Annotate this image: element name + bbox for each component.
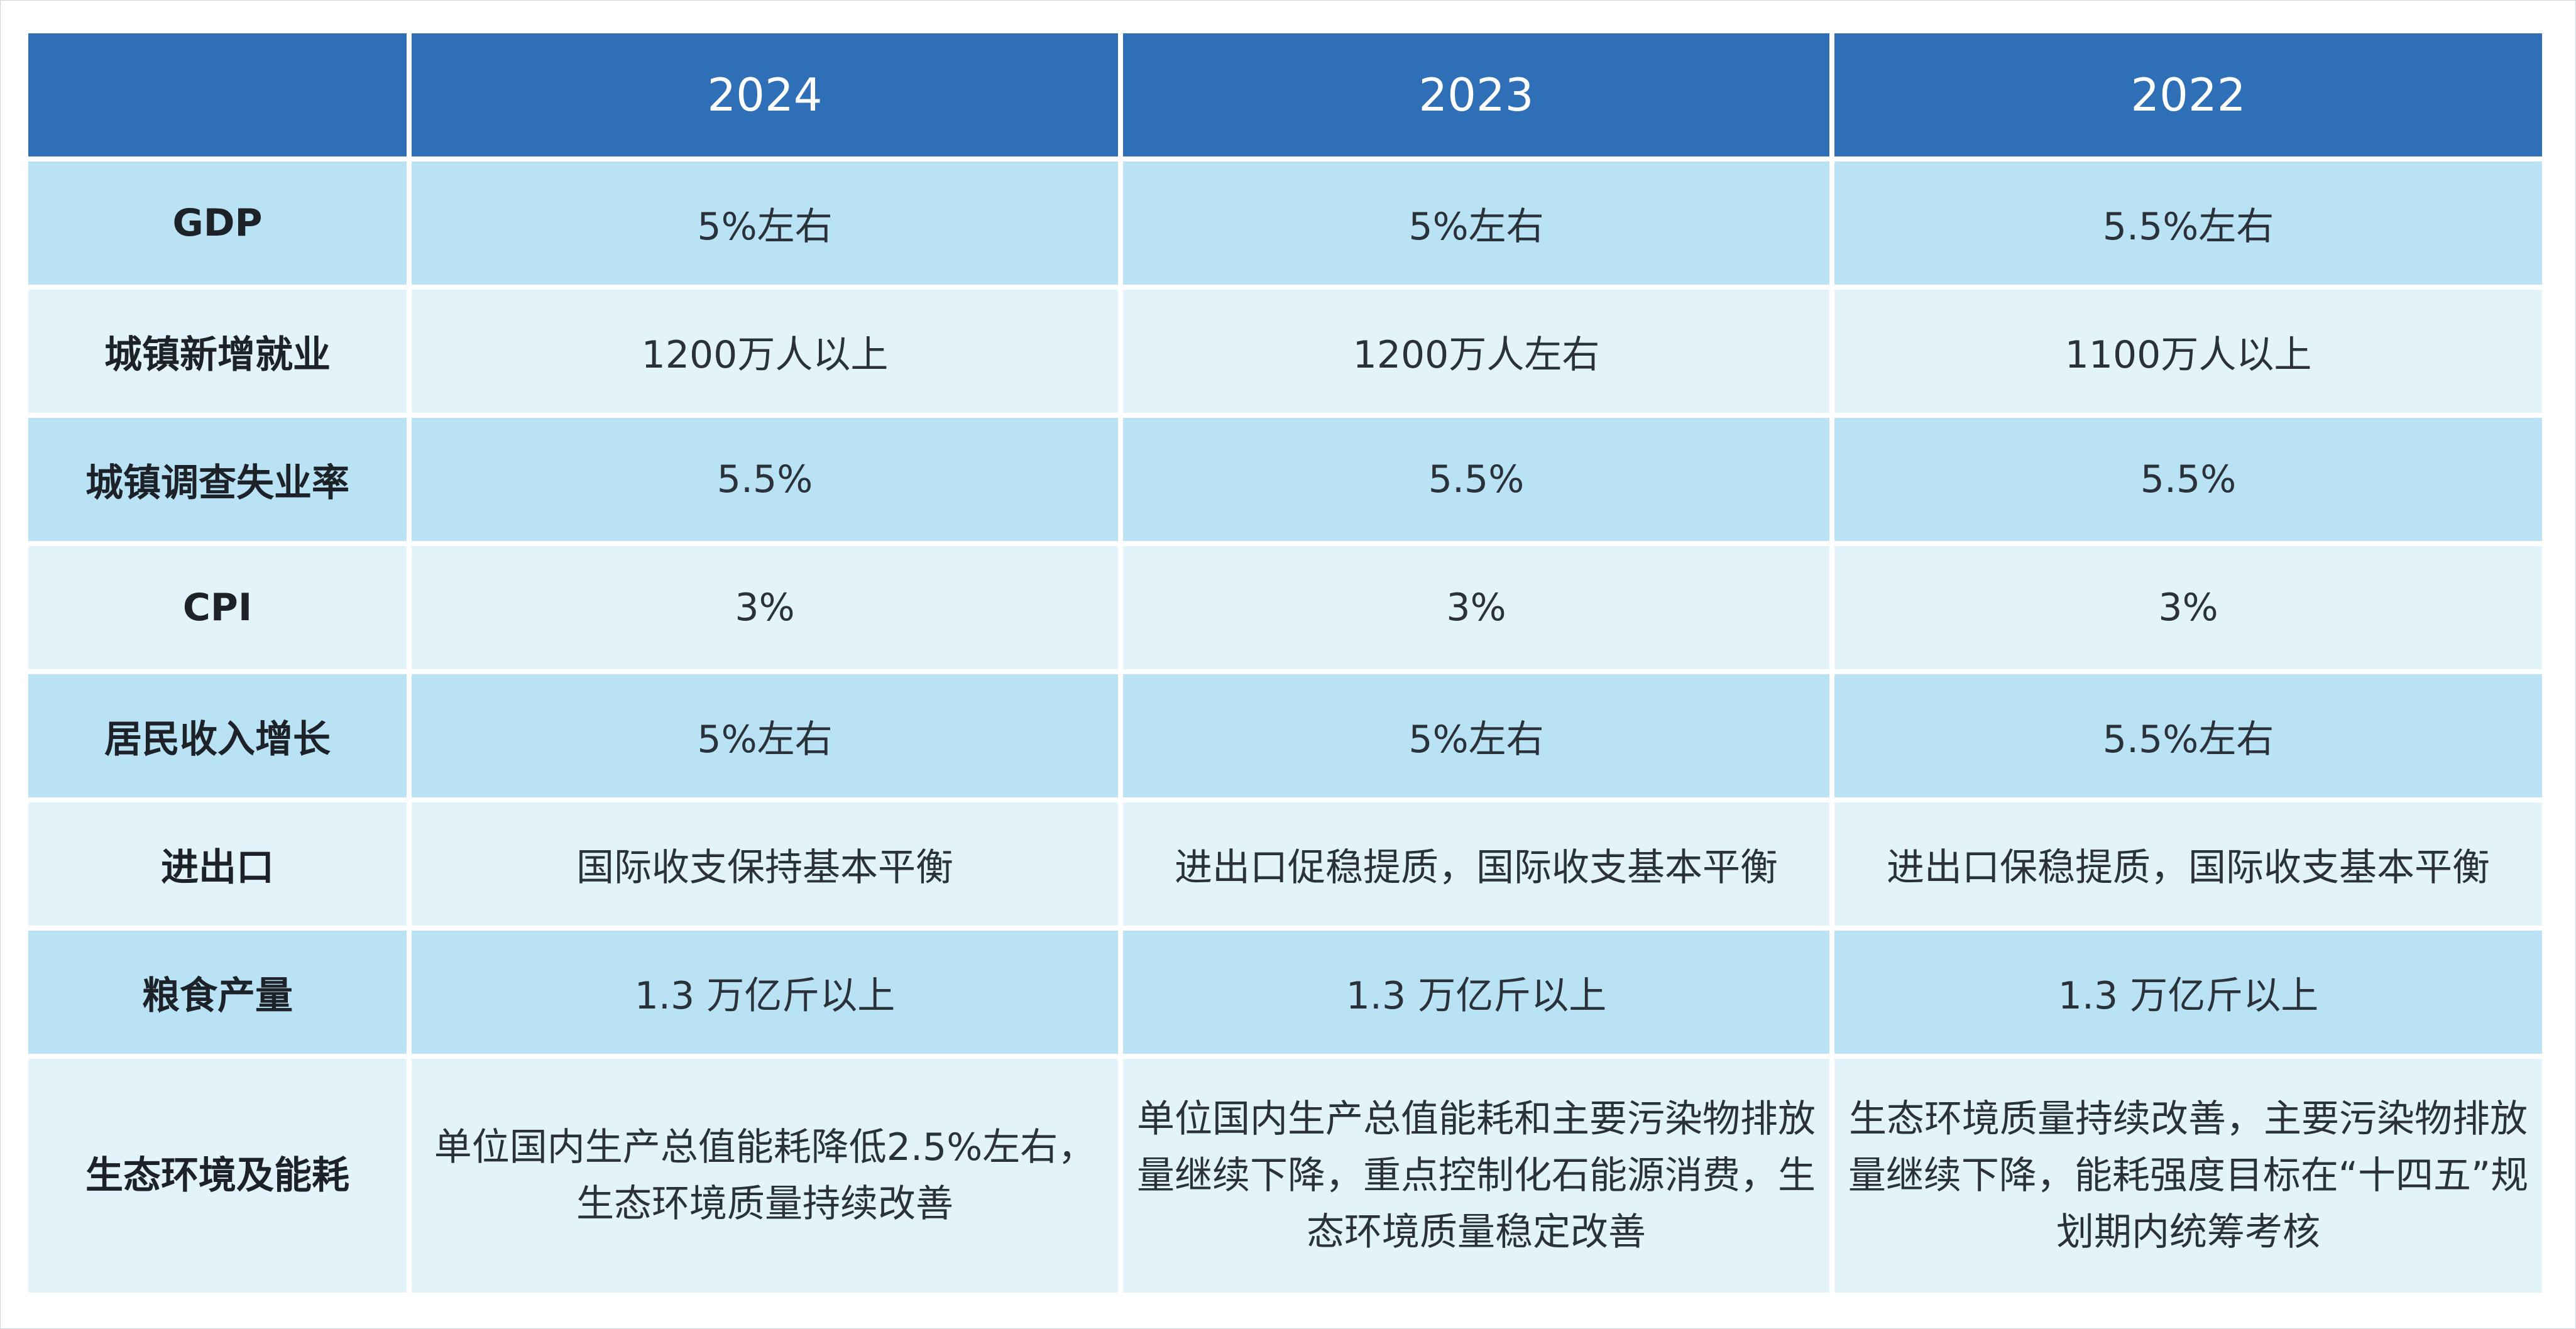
table-cell: 5%左右: [407, 156, 1123, 290]
table-cell: 1.3 万亿斤以上: [1118, 926, 1834, 1059]
table-row-unemployment: 城镇调查失业率 5.5% 5.5% 5.5%: [23, 413, 2547, 546]
table-cell: 3%: [1118, 541, 1834, 674]
table-cell: 5.5%左右: [1829, 669, 2547, 802]
row-label: 城镇调查失业率: [23, 413, 412, 546]
table-cell: 3%: [1829, 541, 2547, 674]
row-label: 城镇新增就业: [23, 285, 412, 418]
row-label: GDP: [23, 156, 412, 290]
table-cell: 5%左右: [1118, 156, 1834, 290]
indicator-table: 2024 2023 2022 GDP 5%左右 5%左右 5.5%左右 城镇新增…: [23, 28, 2547, 1298]
table-row-trade: 进出口 国际收支保持基本平衡 进出口促稳提质，国际收支基本平衡 进出口保稳提质，…: [23, 797, 2547, 931]
table-cell: 1100万人以上: [1829, 285, 2547, 418]
table-cell: 5%左右: [1118, 669, 1834, 802]
table-cell: 5.5%: [1829, 413, 2547, 546]
corner-cell: [23, 28, 412, 161]
table-cell: 单位国内生产总值能耗降低2.5%左右，生态环境质量持续改善: [407, 1054, 1123, 1298]
row-label: CPI: [23, 541, 412, 674]
table-cell: 进出口促稳提质，国际收支基本平衡: [1118, 797, 1834, 931]
table-cell: 5.5%左右: [1829, 156, 2547, 290]
year-header-2022: 2022: [1829, 28, 2547, 161]
table-cell: 5.5%: [1118, 413, 1834, 546]
table-cell: 国际收支保持基本平衡: [407, 797, 1123, 931]
table-cell: 3%: [407, 541, 1123, 674]
row-label: 粮食产量: [23, 926, 412, 1059]
table-cell: 1200万人以上: [407, 285, 1123, 418]
table-row-gdp: GDP 5%左右 5%左右 5.5%左右: [23, 156, 2547, 290]
row-label: 生态环境及能耗: [23, 1054, 412, 1298]
year-header-2023: 2023: [1118, 28, 1834, 161]
table-cell: 1200万人左右: [1118, 285, 1834, 418]
table-cell: 1.3 万亿斤以上: [1829, 926, 2547, 1059]
table-cell: 5.5%: [407, 413, 1123, 546]
table-cell: 进出口保稳提质，国际收支基本平衡: [1829, 797, 2547, 931]
table-row-environment: 生态环境及能耗 单位国内生产总值能耗降低2.5%左右，生态环境质量持续改善 单位…: [23, 1054, 2547, 1298]
row-label: 居民收入增长: [23, 669, 412, 802]
year-header-2024: 2024: [407, 28, 1123, 161]
header-row: 2024 2023 2022: [23, 28, 2547, 161]
table-cell: 1.3 万亿斤以上: [407, 926, 1123, 1059]
table-row-employment: 城镇新增就业 1200万人以上 1200万人左右 1100万人以上: [23, 285, 2547, 418]
table-cell: 单位国内生产总值能耗和主要污染物排放量继续下降，重点控制化石能源消费，生态环境质…: [1118, 1054, 1834, 1298]
table-cell: 生态环境质量持续改善，主要污染物排放量继续下降，能耗强度目标在“十四五”规划期内…: [1829, 1054, 2547, 1298]
table-row-income: 居民收入增长 5%左右 5%左右 5.5%左右: [23, 669, 2547, 802]
table-row-grain: 粮食产量 1.3 万亿斤以上 1.3 万亿斤以上 1.3 万亿斤以上: [23, 926, 2547, 1059]
row-label: 进出口: [23, 797, 412, 931]
table-row-cpi: CPI 3% 3% 3%: [23, 541, 2547, 674]
table-cell: 5%左右: [407, 669, 1123, 802]
